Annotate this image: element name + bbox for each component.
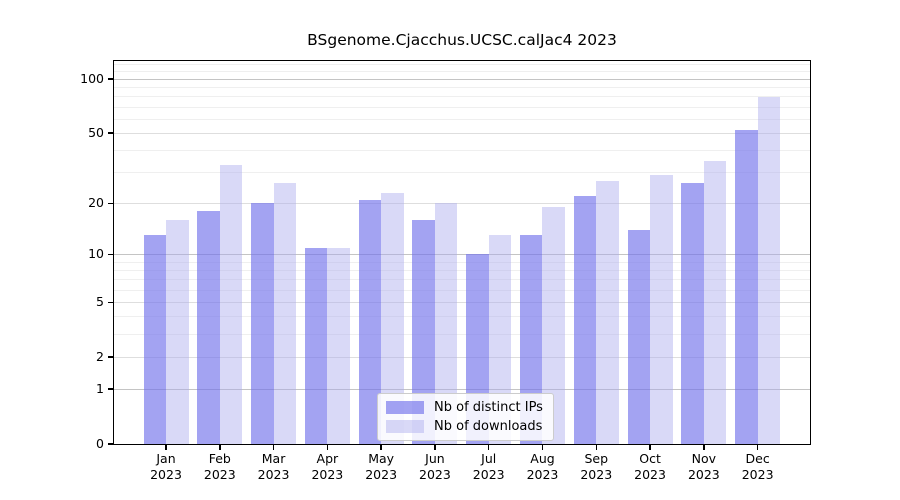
y-axis-label-5: 5 [96,294,104,310]
x-tick [326,445,329,450]
gridline-minor [114,316,810,318]
y-tick [108,301,113,304]
x-tick [756,445,759,450]
x-axis-label-feb: Feb 2023 [203,451,236,482]
bar-downloads-apr [327,247,350,444]
bar-downloads-jun [434,203,458,444]
x-tick [219,445,221,450]
gridline-decade [114,78,810,80]
x-axis-label-jun: Jun 2023 [419,451,451,482]
plot-area [114,61,810,444]
y-axis-label-100: 100 [80,71,104,87]
bar-distinct-ips-apr [304,247,328,444]
bar-downloads-aug [542,207,565,444]
y-tick [108,253,113,256]
gridline-minor [114,106,810,108]
gridline-minor [114,86,810,88]
x-axis-label-oct: Oct 2023 [634,451,666,482]
gridline-major [114,356,810,358]
legend-label: Nb of downloads [434,419,543,434]
bar-downloads-jan [166,220,189,444]
gridline-major [114,301,810,303]
y-tick [108,202,113,205]
gridline-minor [114,261,810,263]
y-axis-label-20: 20 [88,195,104,211]
y-tick [108,132,113,134]
y-tick [108,388,113,390]
bar-downloads-feb [219,165,243,444]
y-tick [108,78,113,80]
gridline-decade [114,253,810,255]
bar-distinct-ips-dec [735,130,758,444]
gridline-minor [114,269,810,271]
legend: Nb of distinct IPs Nb of downloads [377,393,554,441]
gridline-major [114,202,810,204]
bar-distinct-ips-oct [627,229,651,444]
bar-distinct-ips-mar [251,203,274,444]
distinct-ips-swatch-icon [386,401,424,414]
x-axis-label-mar: Mar 2023 [257,451,290,482]
x-tick [272,445,275,450]
gridline-minor [114,333,810,335]
chart-title: BSgenome.Cjacchus.UCSC.calJac4 2023 [307,31,617,49]
y-axis-label-0: 0 [96,436,104,451]
bar-distinct-ips-feb [197,211,220,444]
bar-downloads-sep [596,180,619,444]
x-axis-label-sep: Sep 2023 [580,451,613,482]
y-axis-label-2: 2 [96,349,104,365]
bar-downloads-oct [650,175,673,444]
x-axis-label-jul: Jul 2023 [472,451,505,482]
gridline-minor [114,64,810,66]
x-axis-label-dec: Dec 2023 [741,451,774,482]
bar-distinct-ips-jun [412,220,435,444]
x-axis-label-jan: Jan 2023 [150,451,182,482]
gridline-decade [114,388,810,390]
y-tick [108,443,113,445]
legend-item-distinct-ips: Nb of distinct IPs [386,400,543,415]
x-tick [595,445,598,450]
gridline-minor [114,149,810,151]
x-tick [541,445,544,450]
gridline-major [114,132,810,134]
bar-downloads-may [381,192,404,444]
bar-distinct-ips-nov [681,183,704,444]
x-tick [165,445,167,450]
bar-distinct-ips-aug [519,235,543,444]
gridline-minor [114,279,810,281]
bar-distinct-ips-sep [573,196,597,444]
legend-label: Nb of distinct IPs [434,400,543,415]
x-axis-label-apr: Apr 2023 [311,451,344,482]
bar-downloads-nov [703,160,727,444]
x-axis-label-aug: Aug 2023 [526,451,559,482]
downloads-swatch-icon [386,420,424,433]
x-axis-label-may: May 2023 [365,451,398,482]
bar-distinct-ips-jan [143,235,166,444]
bar-downloads-mar [273,183,297,444]
x-tick [649,445,651,450]
gridline-minor [114,96,810,98]
gridline-minor [114,118,810,120]
x-tick [487,445,490,450]
x-axis-label-nov: Nov 2023 [687,451,720,482]
y-axis-label-50: 50 [88,125,104,141]
x-tick [434,445,436,450]
bar-distinct-ips-may [358,199,382,444]
gridline-minor [114,172,810,174]
bar-downloads-dec [757,96,781,444]
y-axis-label-1: 1 [96,381,104,397]
gridline-minor [114,289,810,291]
x-tick [380,445,382,450]
gridline-minor [114,71,810,73]
x-tick [703,445,705,450]
y-tick [108,356,113,358]
legend-item-downloads: Nb of downloads [386,419,543,434]
bar-downloads-jul [488,235,512,444]
y-axis-label-10: 10 [88,246,104,262]
